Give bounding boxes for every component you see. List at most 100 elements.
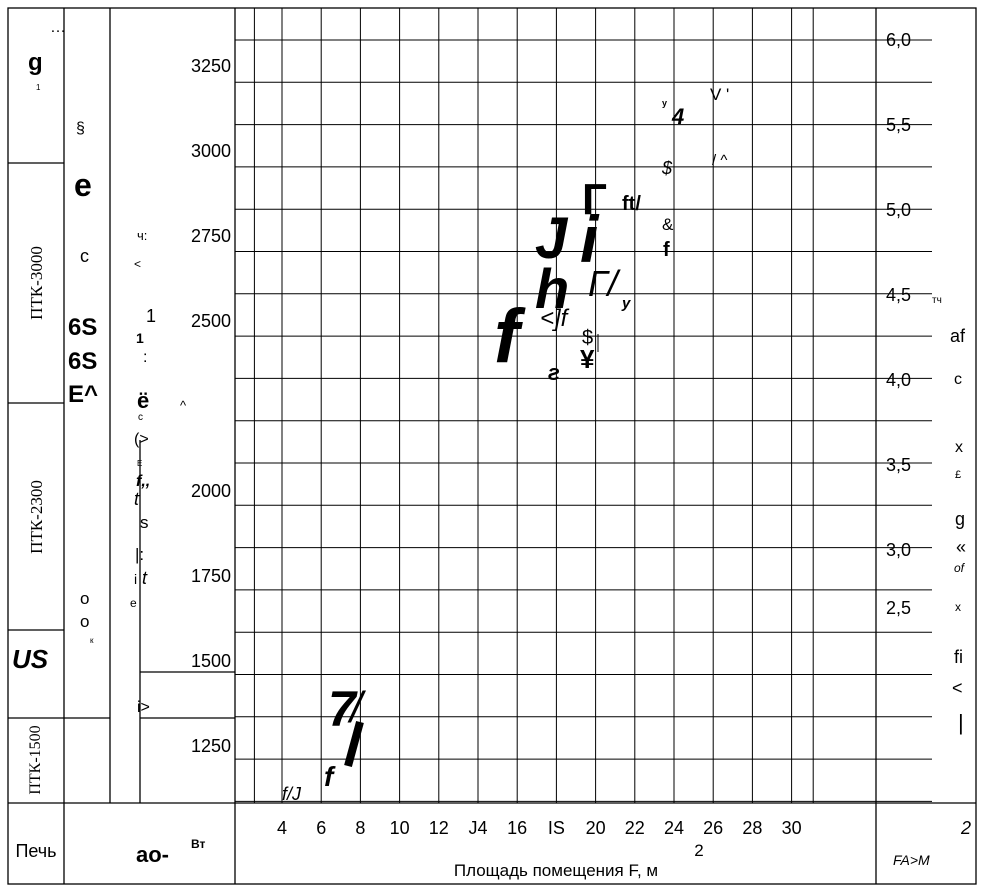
col3-mark: < <box>134 257 141 271</box>
right-mark: g <box>955 509 965 529</box>
artifact: $ <box>661 158 673 178</box>
x-tick-label: 4 <box>277 818 287 838</box>
right-mark: тч <box>932 295 942 306</box>
y-right-tick-label: 3,0 <box>886 540 911 560</box>
right-mark: x <box>955 600 961 614</box>
power-header-superscript: Вт <box>191 837 206 851</box>
stove-header: Печь <box>15 841 56 861</box>
y-right-tick-label: 6,0 <box>886 30 911 50</box>
col3-mark: s <box>140 513 149 532</box>
stove-band-ptk1500: ПТК-1500 <box>27 725 44 794</box>
col2-mark: к <box>90 636 94 645</box>
col2-mark: o <box>80 612 89 631</box>
artifact: f/J <box>282 784 302 804</box>
y-left-tick-label: 3250 <box>191 56 231 76</box>
left-mark-tiny: 1 <box>36 83 41 92</box>
y-right-tick-label: 4,5 <box>886 285 911 305</box>
artifact: <]f <box>540 305 570 332</box>
col2-mark: c <box>80 246 89 266</box>
left-mark-g: g <box>28 49 43 76</box>
right-mark: fi <box>954 647 963 667</box>
y-left-tick-label: 3000 <box>191 141 231 161</box>
artifact: f <box>663 239 670 261</box>
x-tick-label: 6 <box>316 818 326 838</box>
left-mark-dots: … <box>50 19 66 36</box>
x-axis-label-exponent: 2 <box>694 841 703 860</box>
right-header-exponent: 2 <box>960 818 971 838</box>
stove-band-ptk2300: ПТК-2300 <box>27 480 46 554</box>
artifact: 7 <box>328 681 358 737</box>
x-tick-label: 10 <box>390 818 410 838</box>
col2-mark: e <box>74 167 92 203</box>
x-tick-label: 16 <box>507 818 527 838</box>
x-tick-label: J4 <box>468 818 487 838</box>
col3-mark: E <box>137 459 142 468</box>
right-col-marks: тч af c x £ g « of x fi < | <box>932 295 966 735</box>
right-mark: af <box>950 326 966 346</box>
chart-grid <box>235 8 932 803</box>
artifact: у <box>621 295 631 312</box>
col2-mark: o <box>80 589 89 608</box>
stove-band-ptk3000: ПТК-3000 <box>27 246 46 320</box>
col3-mark: i> <box>137 699 150 716</box>
col3-mark: t <box>142 568 148 588</box>
artifact: h <box>535 257 569 320</box>
x-tick-label: 20 <box>586 818 606 838</box>
x-tick-label: 8 <box>355 818 365 838</box>
x-tick-label: 26 <box>703 818 723 838</box>
artifact: / ^ <box>712 152 727 169</box>
y-right-tick-label: 4,0 <box>886 370 911 390</box>
x-tick-label: 30 <box>782 818 802 838</box>
x-tick-label: 24 <box>664 818 684 838</box>
col3-mark: (> <box>134 431 149 448</box>
artifact: $ <box>582 327 593 349</box>
x-tick-label: IS <box>548 818 565 838</box>
y-right-tick-label: 5,0 <box>886 200 911 220</box>
artifact: ft/ <box>622 193 641 215</box>
frame <box>7 7 977 885</box>
col3-mark: с <box>138 412 143 423</box>
col3-mark: 1 <box>146 306 156 326</box>
col3-mark: ё <box>137 388 149 413</box>
y-right-tick-label: 2,5 <box>886 598 911 618</box>
artifact: Г/ <box>588 263 622 304</box>
right-mark: of <box>954 561 966 575</box>
x-tick-label: 12 <box>429 818 449 838</box>
plot-artifacts: 4 у V ' / ^ $ & f ft/ Г J i h Г/ у <]f f… <box>282 85 729 804</box>
artifact: г <box>548 360 560 385</box>
col3-mark: 1 <box>136 330 144 346</box>
power-header: ao- <box>136 842 169 867</box>
right-mark: £ <box>955 469 961 481</box>
left-mark-us: US <box>12 644 49 674</box>
artifact: ¥ <box>580 344 595 374</box>
y-left-tick-label: 1250 <box>191 736 231 756</box>
right-header: FA>M <box>893 852 930 868</box>
col3-mark: |: <box>135 545 144 564</box>
artifact-strokes <box>344 334 599 768</box>
right-mark: | <box>958 710 964 735</box>
y-right-tick-label: 5,5 <box>886 115 911 135</box>
right-mark: < <box>952 678 963 698</box>
artifact: у <box>662 98 667 108</box>
y-left-tick-label: 2000 <box>191 481 231 501</box>
col2-mark: 6S <box>68 314 97 341</box>
col3-mark: ^ <box>180 398 187 413</box>
col2-mark: E^ <box>68 381 98 408</box>
col3-mark: : <box>143 349 147 366</box>
artifact: i <box>580 202 600 276</box>
y-left-tick-label: 1500 <box>191 651 231 671</box>
x-tick-label: 28 <box>742 818 762 838</box>
col2-marks: § e c 6S 6S E^ o o к <box>68 120 98 645</box>
col3-marks: ч: < 1 1 : ё с (> E f,, t s |: i t e i> … <box>130 228 187 716</box>
artifact: V ' <box>710 85 729 104</box>
right-mark: « <box>956 537 966 557</box>
y-left-tick-label: 2750 <box>191 226 231 246</box>
y-left-tick-label: 1750 <box>191 566 231 586</box>
col2-mark: 6S <box>68 348 97 375</box>
artifact: f <box>324 761 336 792</box>
col3-mark: f,, <box>136 473 150 490</box>
col2-mark: § <box>76 120 85 137</box>
x-axis-label: Площадь помещения F, м <box>454 861 658 880</box>
artifact: 4 <box>671 104 684 129</box>
